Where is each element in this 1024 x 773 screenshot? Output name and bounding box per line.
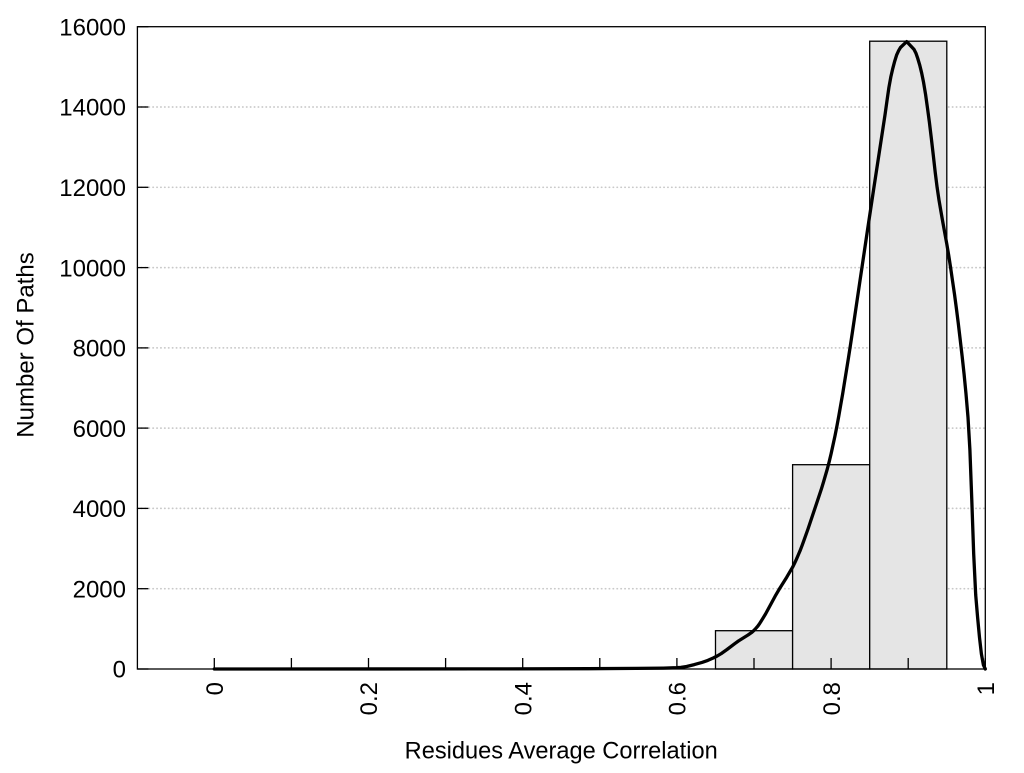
- svg-text:6000: 6000: [73, 416, 126, 443]
- svg-text:2000: 2000: [73, 576, 126, 603]
- svg-text:0.8: 0.8: [819, 682, 846, 715]
- svg-text:14000: 14000: [59, 95, 126, 122]
- svg-text:1: 1: [973, 682, 1000, 695]
- svg-text:8000: 8000: [73, 336, 126, 363]
- svg-text:0: 0: [202, 682, 229, 695]
- svg-text:Number Of Paths: Number Of Paths: [13, 252, 40, 437]
- svg-text:10000: 10000: [59, 255, 126, 282]
- svg-text:Residues Average Correlation: Residues Average Correlation: [405, 739, 718, 765]
- svg-text:12000: 12000: [59, 175, 126, 202]
- svg-text:0: 0: [113, 657, 126, 684]
- svg-text:0.6: 0.6: [665, 682, 692, 715]
- svg-text:4000: 4000: [73, 496, 126, 523]
- svg-text:16000: 16000: [59, 14, 126, 41]
- svg-text:0.2: 0.2: [356, 682, 383, 715]
- svg-text:0.4: 0.4: [510, 682, 537, 715]
